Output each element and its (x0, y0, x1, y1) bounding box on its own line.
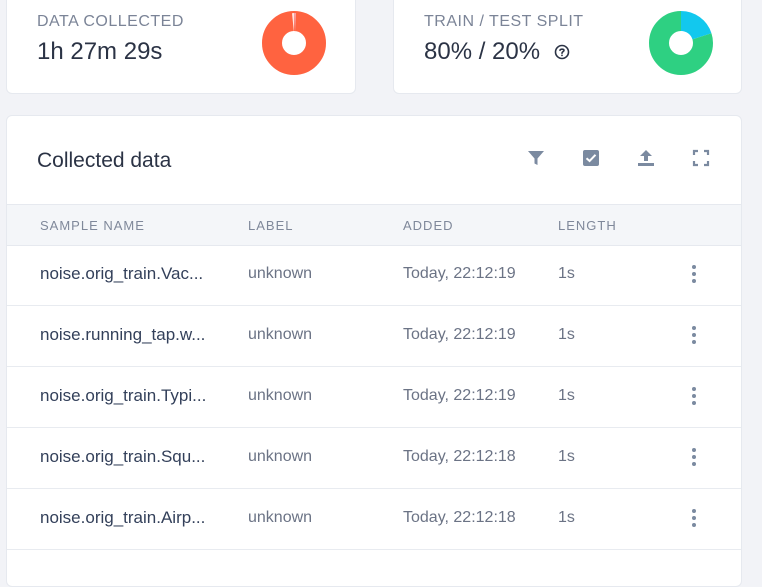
more-options-icon[interactable] (687, 446, 701, 468)
collected-data-card: Collected data SAMPLE NAME LABE (6, 115, 742, 587)
length-cell: 1s (558, 448, 575, 465)
column-header-sample-name[interactable]: SAMPLE NAME (40, 218, 145, 233)
fullscreen-button[interactable] (686, 146, 716, 170)
label-cell: unknown (248, 448, 313, 465)
table-toolbar (521, 146, 716, 170)
table-row[interactable]: noise.running_tap.w... unknown Today, 22… (7, 306, 741, 367)
sample-name-cell[interactable]: noise.orig_train.Vac... (40, 264, 204, 283)
data-collected-donut-gap (292, 13, 294, 33)
data-collected-donut-slice (294, 13, 296, 33)
table-body: noise.orig_train.Vac... unknown Today, 2… (7, 245, 741, 550)
train-test-split-card: TRAIN / TEST SPLIT 80% / 20% (393, 0, 742, 94)
column-header-length[interactable]: LENGTH (558, 218, 617, 233)
upload-icon (638, 150, 654, 166)
length-cell: 1s (558, 387, 575, 404)
sample-name-cell[interactable]: noise.running_tap.w... (40, 325, 206, 344)
more-options-icon[interactable] (687, 263, 701, 285)
train-slice (649, 11, 713, 75)
label-cell: unknown (248, 509, 313, 526)
added-cell: Today, 22:12:19 (403, 326, 516, 343)
select-button[interactable] (576, 146, 606, 170)
label-cell: unknown (248, 387, 313, 404)
train-test-split-donut (649, 11, 713, 75)
more-options-icon[interactable] (687, 385, 701, 407)
table-row[interactable]: noise.orig_train.Airp... unknown Today, … (7, 489, 741, 550)
train-test-split-value-row: 80% / 20% (424, 38, 570, 66)
table-row[interactable]: noise.orig_train.Vac... unknown Today, 2… (7, 245, 741, 306)
filter-icon (528, 151, 544, 165)
column-header-label[interactable]: LABEL (248, 218, 294, 233)
label-cell: unknown (248, 326, 313, 343)
more-options-icon[interactable] (687, 507, 701, 529)
length-cell: 1s (558, 326, 575, 343)
upload-button[interactable] (631, 146, 661, 170)
column-header-added[interactable]: ADDED (403, 218, 454, 233)
help-icon[interactable] (554, 44, 570, 60)
data-collected-value: 1h 27m 29s (37, 38, 163, 65)
added-cell: Today, 22:12:18 (403, 509, 516, 526)
length-cell: 1s (558, 509, 575, 526)
more-options-icon[interactable] (687, 324, 701, 346)
label-cell: unknown (248, 265, 313, 282)
fullscreen-icon (692, 149, 710, 167)
sample-name-cell[interactable]: noise.orig_train.Squ... (40, 447, 206, 466)
collected-data-title: Collected data (37, 149, 172, 172)
select-checkbox-icon (583, 150, 599, 166)
table-row[interactable]: noise.orig_train.Squ... unknown Today, 2… (7, 428, 741, 489)
sample-name-cell[interactable]: noise.orig_train.Typi... (40, 386, 207, 405)
train-test-split-label: TRAIN / TEST SPLIT (424, 13, 584, 30)
table-row[interactable]: noise.orig_train.Typi... unknown Today, … (7, 367, 741, 428)
added-cell: Today, 22:12:18 (403, 448, 516, 465)
added-cell: Today, 22:12:19 (403, 265, 516, 282)
train-test-split-value: 80% / 20% (424, 38, 541, 65)
added-cell: Today, 22:12:19 (403, 387, 516, 404)
data-collected-card: DATA COLLECTED 1h 27m 29s (6, 0, 356, 94)
filter-button[interactable] (521, 146, 551, 170)
sample-name-cell[interactable]: noise.orig_train.Airp... (40, 508, 206, 527)
data-collected-label: DATA COLLECTED (37, 13, 184, 30)
table-header: SAMPLE NAME LABEL ADDED LENGTH (7, 204, 741, 246)
length-cell: 1s (558, 265, 575, 282)
data-collected-donut (262, 11, 326, 75)
